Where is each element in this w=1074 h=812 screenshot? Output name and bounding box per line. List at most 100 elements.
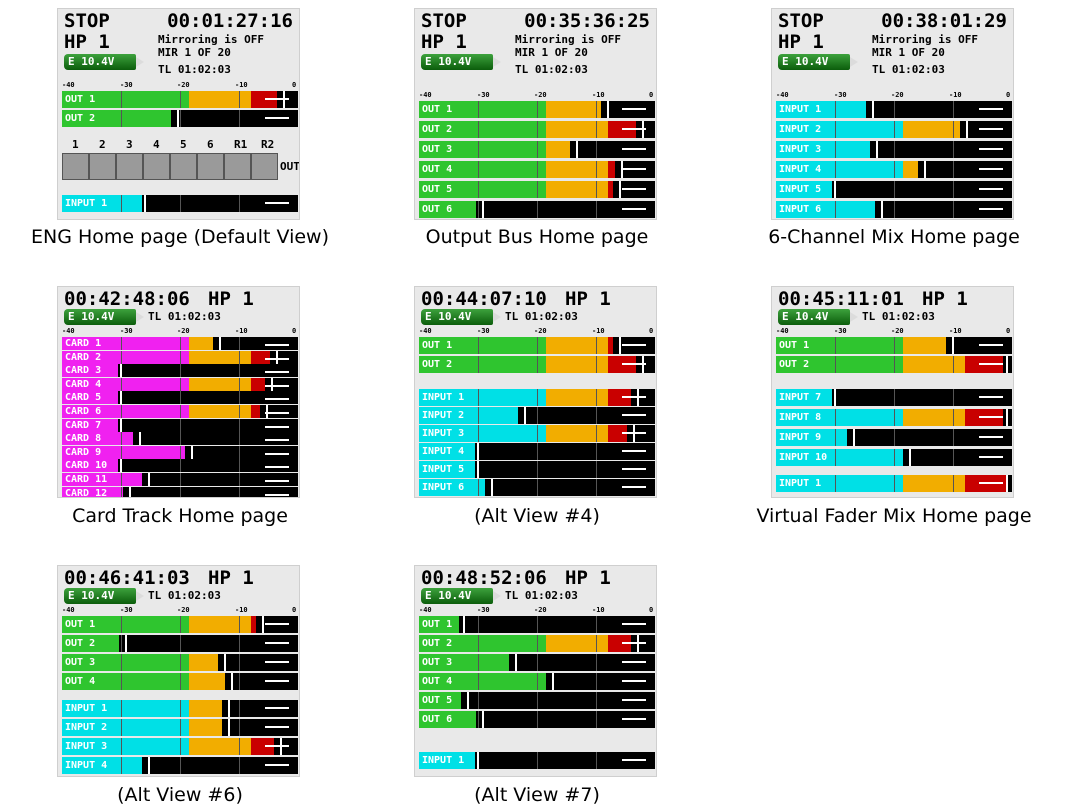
meter-label: CARD 5 — [65, 392, 102, 404]
meter-label-bg — [419, 711, 459, 728]
meter-label-bg — [419, 443, 475, 460]
peak-hold-marker — [120, 391, 122, 405]
meter-tick — [180, 195, 181, 212]
level-indicator-line — [979, 344, 1003, 346]
level-indicator-line — [979, 363, 1003, 365]
eng-home-screen: STOP 00:01:27:16 HP 1 Mirroring is OFF MIR 1… — [57, 8, 300, 220]
meter-label: INPUT 1 — [779, 104, 822, 115]
meter-tick — [835, 101, 836, 118]
meter-label: OUT 2 — [422, 638, 453, 649]
level-indicator-line — [265, 764, 289, 766]
level-indicator-line — [622, 148, 646, 150]
meter-tick — [537, 654, 538, 671]
scale-label: -30 — [834, 327, 847, 335]
scale-label: -20 — [534, 91, 547, 99]
panel-caption: (Alt View #6) — [117, 784, 243, 806]
fader-channel-label: 3 — [126, 138, 133, 151]
level-indicator-line — [622, 486, 646, 488]
level-meter: OUT 2 — [419, 635, 655, 652]
scale-label: -10 — [235, 606, 248, 614]
meter-tick — [894, 337, 895, 354]
meter-fill-yellow — [546, 141, 570, 158]
meter-tick — [121, 719, 122, 736]
meter-label-bg — [419, 161, 459, 178]
meter-tick — [596, 461, 597, 478]
meter-tick — [596, 407, 597, 424]
level-indicator-line — [265, 398, 289, 401]
level-meter: INPUT 10 — [776, 449, 1012, 466]
meter-tick — [478, 161, 479, 178]
meter-label-bg — [419, 616, 459, 633]
fader-slot[interactable] — [143, 153, 170, 180]
meter-fill-yellow — [189, 700, 222, 717]
level-meter: CARD 4 — [62, 377, 298, 391]
meter-fill-green — [832, 409, 903, 426]
scale-label: 0 — [649, 606, 654, 614]
meter-label: INPUT 5 — [422, 464, 465, 475]
fader-slot[interactable] — [116, 153, 143, 180]
level-indicator-line — [265, 480, 289, 482]
meter-tick — [478, 101, 479, 118]
scale-label: -10 — [235, 327, 248, 335]
scale-label: -30 — [120, 327, 133, 335]
meter-tick — [121, 654, 122, 671]
fader-slot[interactable] — [89, 153, 116, 180]
meter-fill-yellow — [189, 405, 251, 418]
meter-tick — [894, 449, 895, 466]
meter-fill-green — [475, 337, 546, 354]
meter-tick — [953, 449, 954, 466]
meter-scale: -40 -30 -20 -10 0 — [776, 327, 1012, 337]
meter-label-bg — [419, 121, 459, 138]
meter-fill-green — [118, 350, 189, 364]
meter-tick — [894, 356, 895, 373]
meter-tick — [596, 692, 597, 709]
meter-tick — [478, 181, 479, 198]
fader-slot[interactable] — [170, 153, 197, 180]
meter-label-bg — [776, 429, 832, 446]
meter-tick — [239, 738, 240, 755]
peak-hold-marker — [148, 757, 150, 774]
fader-slot[interactable] — [251, 153, 278, 180]
peak-hold-marker — [477, 443, 479, 460]
meter-tick — [835, 201, 836, 218]
meter-tick — [239, 377, 240, 391]
meter-tick — [953, 429, 954, 446]
level-indicator-line — [979, 168, 1003, 170]
meter-tick — [596, 337, 597, 354]
peak-hold-marker — [477, 461, 479, 478]
peak-hold-marker — [491, 479, 493, 496]
meter-tick — [596, 101, 597, 118]
meter-tick — [478, 389, 479, 406]
scale-label: 0 — [1006, 91, 1011, 99]
meter-tick — [537, 692, 538, 709]
meter-fill-yellow — [189, 738, 251, 755]
fader-slot[interactable] — [224, 153, 251, 180]
meter-label-bg — [62, 673, 118, 690]
fader-slot[interactable] — [197, 153, 224, 180]
level-meter: OUT 5 — [419, 692, 655, 709]
meter-fill-green — [459, 673, 546, 690]
meter-tick — [180, 473, 181, 486]
battery-indicator: E 10.4V — [64, 588, 144, 604]
peak-hold-marker — [219, 337, 221, 350]
meter-tick — [596, 425, 597, 442]
meter-tick — [239, 473, 240, 486]
meter-fill-green — [118, 700, 189, 717]
level-indicator-line — [622, 128, 646, 130]
meter-label-bg — [62, 337, 118, 350]
level-indicator-line — [265, 466, 289, 469]
meter-tick — [537, 201, 538, 218]
scale-label: -10 — [949, 327, 962, 335]
fader-slot[interactable] — [62, 153, 89, 180]
level-meter: OUT 1 — [419, 616, 655, 633]
level-meter: INPUT 3 — [776, 141, 1012, 158]
meter-label: CARD 7 — [65, 419, 102, 431]
meter-label: OUT 2 — [779, 359, 810, 370]
peak-hold-marker — [224, 654, 226, 671]
meter-fill-green — [118, 405, 189, 418]
headphone-source: HP 1 — [208, 288, 254, 310]
meter-fill-green — [142, 91, 189, 108]
meter-tick — [894, 121, 895, 138]
scale-label: 0 — [1006, 327, 1011, 335]
fader-channel-label: 1 — [72, 138, 79, 151]
